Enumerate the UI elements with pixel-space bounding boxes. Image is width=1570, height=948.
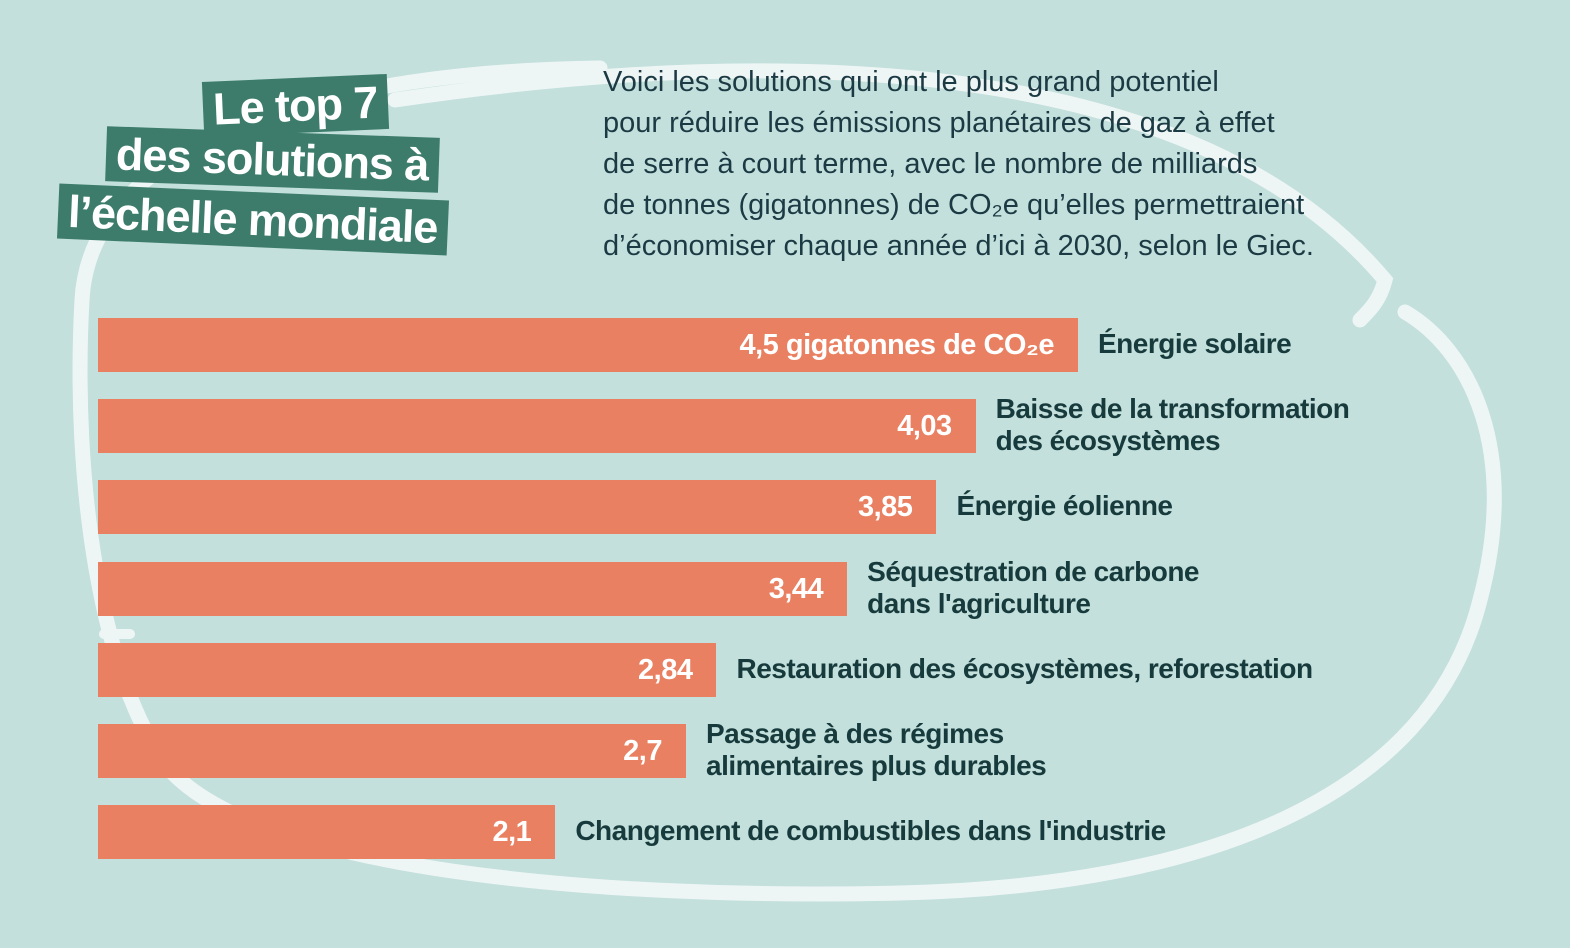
category-label-line: Séquestration de carbone	[867, 555, 1200, 587]
category-label: Restauration des écosystèmes, reforestat…	[736, 652, 1313, 685]
category-label: Séquestration de carbone dans l'agricultu…	[867, 556, 1199, 620]
description-line: d’économiser chaque année d’ici à 2030, …	[603, 230, 1314, 262]
category-label: Changement de combustibles dans l'indust…	[575, 815, 1166, 847]
value-label: 4,03	[897, 410, 952, 443]
category-label-line: Énergie solaire	[1098, 328, 1292, 359]
description-line: pour réduire les émissions planétaires d…	[603, 107, 1275, 139]
category-label-line: Passage à des régimes	[706, 718, 1004, 749]
bar	[98, 724, 686, 778]
bar	[98, 561, 848, 616]
bar	[98, 318, 1078, 372]
category-label-line: Baisse de la transformation	[995, 393, 1350, 425]
category-label-line: Restauration des écosystèmes, reforestat…	[736, 652, 1313, 684]
value-label: 4,5 gigatonnes de CO₂e	[739, 329, 1054, 361]
category-label: Énergie éolienne	[956, 490, 1173, 522]
category-label-line: alimentaires plus durables	[706, 750, 1047, 781]
value-label: 2,84	[638, 653, 693, 686]
value-label: 3,44	[768, 572, 824, 605]
description-line: de tonnes (gigatonnes) de CO₂e qu’elles …	[603, 189, 1305, 221]
description-line: Voici les solutions qui ont le plus gran…	[603, 66, 1219, 98]
bar	[98, 480, 937, 535]
bar	[98, 642, 717, 697]
category-label-line: Énergie éolienne	[956, 490, 1173, 522]
chart-description: Voici les solutions qui ont le plus gran…	[603, 62, 1483, 267]
category-label: Énergie solaire	[1098, 328, 1292, 360]
category-label: Baisse de la transformation des écosystèm…	[996, 393, 1350, 457]
description-line: de serre à court terme, avec le nombre d…	[603, 148, 1258, 180]
category-label: Passage à des régimes alimentaires plus d…	[706, 718, 1047, 782]
category-label-line: des écosystèmes	[995, 425, 1221, 457]
bar	[98, 399, 976, 454]
bar	[98, 805, 556, 860]
value-label: 2,7	[623, 735, 662, 767]
category-label-line: dans l'agriculture	[867, 587, 1091, 619]
value-label: 3,85	[857, 491, 913, 524]
value-label: 2,1	[492, 816, 532, 849]
category-label-line: Changement de combustibles dans l'indust…	[575, 815, 1166, 847]
